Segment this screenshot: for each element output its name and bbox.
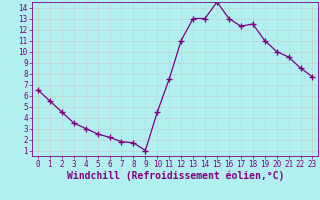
X-axis label: Windchill (Refroidissement éolien,°C): Windchill (Refroidissement éolien,°C) <box>67 171 284 181</box>
